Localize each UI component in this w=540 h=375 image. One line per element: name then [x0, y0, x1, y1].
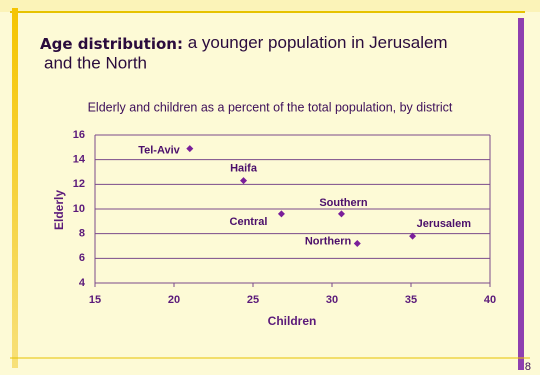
x-axis-label: Children — [268, 314, 317, 328]
point-label: Haifa — [230, 163, 258, 175]
title-bold: Age distribution: — [40, 35, 183, 53]
y-tick-label: 16 — [73, 129, 85, 141]
x-tick-label: 40 — [484, 294, 496, 306]
y-tick-label: 6 — [79, 252, 85, 264]
x-tick-label: 20 — [168, 294, 180, 306]
title-rest: a younger population in Jerusalem — [188, 33, 448, 52]
point — [409, 232, 417, 240]
point — [277, 210, 285, 218]
point-label: Jerusalem — [417, 218, 472, 230]
x-tick-label: 35 — [405, 294, 417, 306]
title: Age distribution: a younger population i… — [40, 33, 448, 52]
top-band — [0, 0, 540, 12]
x-tick-label: 30 — [326, 294, 338, 306]
y-tick-label: 4 — [79, 277, 86, 289]
point-label: Central — [230, 216, 268, 228]
x-tick-label: 25 — [247, 294, 259, 306]
y-tick-label: 12 — [73, 178, 85, 190]
y-axis-label: Elderly — [52, 190, 66, 230]
point — [186, 145, 194, 153]
x-tick-label: 15 — [89, 294, 101, 306]
point — [240, 177, 248, 185]
point-label: Northern — [305, 235, 352, 247]
point — [353, 240, 361, 248]
right-bar — [518, 18, 524, 370]
subtitle: Elderly and children as a percent of the… — [88, 100, 453, 114]
left-bar — [12, 8, 18, 368]
title-line2: and the North — [44, 53, 147, 72]
point-label: Southern — [319, 197, 368, 209]
point — [337, 210, 345, 218]
point-label: Tel-Aviv — [138, 144, 180, 156]
page-number: 8 — [525, 361, 531, 373]
y-tick-label: 10 — [73, 203, 85, 215]
y-tick-label: 8 — [79, 228, 85, 240]
y-tick-label: 14 — [73, 154, 86, 166]
